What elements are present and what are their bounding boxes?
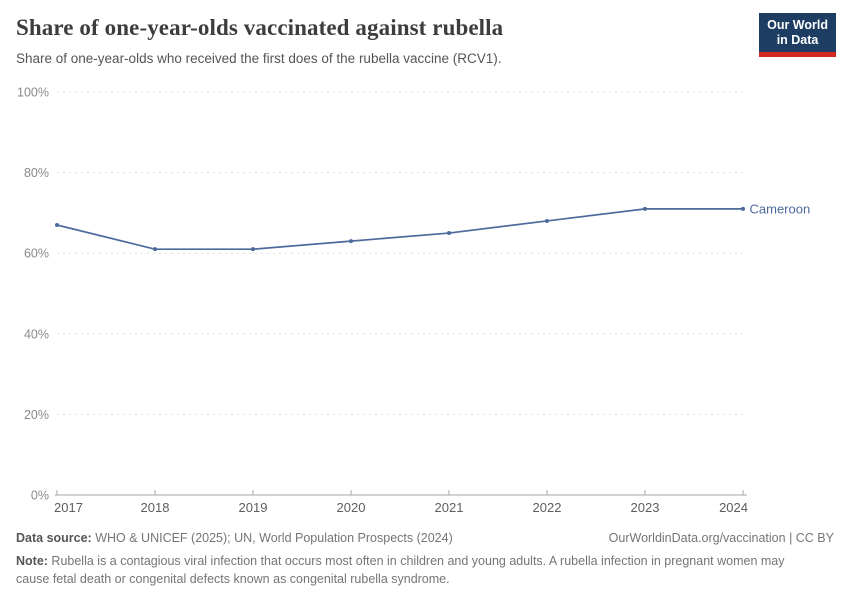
data-source: Data source: WHO & UNICEF (2025); UN, Wo…: [16, 531, 453, 545]
page-title: Share of one-year-olds vaccinated agains…: [16, 15, 504, 40]
x-tick-label: 2020: [337, 500, 366, 515]
note-label: Note:: [16, 554, 48, 568]
y-tick-label: 100%: [17, 86, 49, 100]
series-label: Cameroon: [750, 201, 811, 216]
chart-subtitle: Share of one-year-olds who received the …: [16, 51, 502, 66]
owid-logo-line1: Our World: [767, 18, 828, 32]
y-tick-label: 20%: [24, 408, 49, 422]
x-tick-label: 2023: [631, 500, 660, 515]
chart-note: Note: Rubella is a contagious viral infe…: [16, 552, 820, 588]
series-point: [447, 231, 451, 236]
y-tick-label: 40%: [24, 327, 49, 341]
data-source-text: WHO & UNICEF (2025); UN, World Populatio…: [91, 531, 453, 545]
x-tick-label: 2019: [239, 500, 268, 515]
series-point: [545, 218, 549, 223]
series-point: [251, 247, 255, 252]
rights-text[interactable]: OurWorldinData.org/vaccination | CC BY: [608, 531, 834, 545]
series-point: [153, 247, 157, 252]
rights-link[interactable]: OurWorldinData.org/vaccination | CC BY: [609, 531, 834, 545]
x-tick-label: 2022: [533, 500, 562, 515]
y-tick-label: 0%: [31, 489, 49, 503]
owid-logo: Our World in Data: [759, 13, 836, 57]
x-tick-label: 2018: [141, 500, 170, 515]
series-point: [55, 222, 59, 227]
line-chart: 0% 20% 40% 60% 80% 100% 2017 2018 2019 2020 2021 20…: [17, 86, 811, 516]
x-tick-label: 2021: [435, 500, 464, 515]
owid-logo-line2: in Data: [776, 33, 819, 47]
series-point: [349, 239, 353, 244]
series-point: [643, 206, 647, 211]
y-tick-label: 60%: [24, 247, 49, 261]
series-point: [741, 206, 745, 211]
chart-footer: Data source: WHO & UNICEF (2025); UN, Wo…: [16, 531, 834, 545]
note-text: Rubella is a contagious viral infection …: [16, 554, 785, 587]
y-tick-label: 80%: [24, 166, 49, 180]
x-tick-label: 2024: [719, 500, 748, 515]
x-tick-label: 2017: [54, 500, 83, 515]
series-line: [56, 208, 743, 251]
data-source-label: Data source:: [16, 531, 92, 545]
